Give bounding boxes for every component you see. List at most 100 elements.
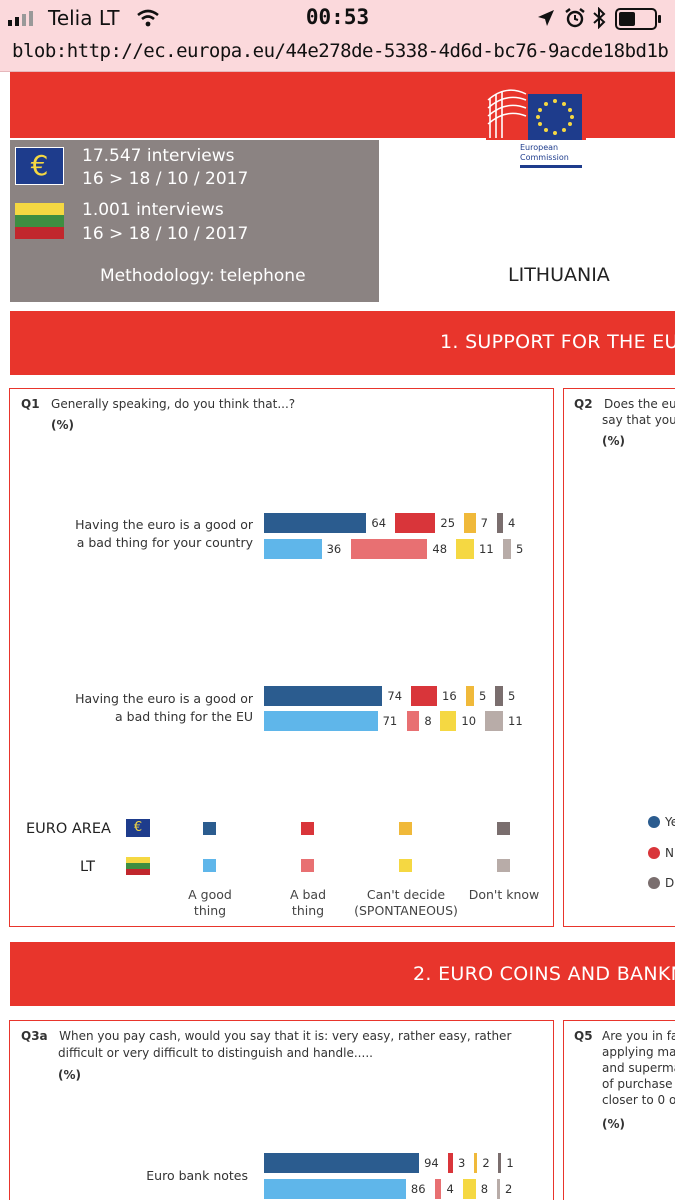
q2-number: Q2 [574,397,593,411]
q1-row2-lt-good-bar [264,711,378,731]
wifi-icon [137,9,159,27]
legend-bad-text: A bad thing [289,887,327,918]
q1-row2-label-line2: a bad thing for the EU [115,709,253,724]
q3a-ea-good-value: 94 [424,1156,439,1170]
q1-row1-lt-good-value: 36 [326,542,342,556]
q1-row2-ea-bad-bar [411,686,437,706]
q1-row1-ea-good-value: 64 [371,516,387,530]
q1-row2-ea-bad-value: 16 [442,689,457,703]
q1-row2-lt-bad-bar [406,711,420,731]
q3a-lt-bad-bar [434,1179,442,1199]
q3a-question-line2: difficult or very difficult to distingui… [58,1046,373,1060]
q3a-lt-cant-decide-bar [462,1179,476,1199]
q5-question-line1: Are you in fa [602,1029,675,1043]
q1-row1-ea-dont-know-bar [496,513,503,533]
q1-row2-label-line1: Having the euro is a good or [75,691,253,706]
q1-row1-lt-good-bar [264,539,322,559]
lithuania-flag-icon [15,203,64,239]
bluetooth-icon [593,7,606,29]
ec-logo: European Commission [486,86,586,176]
q2-question-line2: say that you [602,413,675,427]
legend-lt-flag-icon [126,857,150,875]
q2-legend-no: N [665,846,674,860]
q3a-ea-bad-value: 3 [458,1156,466,1170]
address-bar[interactable]: blob:http://ec.europa.eu/44e278de-5338-4… [0,36,675,72]
q1-row2-ea-cant-decide-bar [466,686,474,706]
q3a-ea-dont-know-value: 1 [506,1156,514,1170]
q1-row2-ea-cant-decide-value: 5 [479,689,487,703]
legend-lt-cant-swatch [399,859,412,872]
legend-ea-cant-swatch [399,822,412,835]
lt-interviews: 1.001 interviews [82,200,224,220]
q1-row2-ea-good-bar [264,686,383,706]
q5-question-line4: of purchase [602,1077,673,1091]
location-arrow-icon [538,10,554,26]
q5-question-line5: closer to 0 o [602,1093,675,1107]
q3a-lt-good-value: 86 [410,1182,426,1196]
legend-ea-dk-swatch [497,822,510,835]
q5-question-line3: and superma [602,1061,675,1075]
q1-row1-ea-bad-bar [395,513,436,533]
url-text[interactable]: blob:http://ec.europa.eu/44e278de-5338-4… [12,40,669,62]
q1-row1-lt-cant-decide-bar [456,539,474,559]
lt-dates: 16 > 18 / 10 / 2017 [82,224,249,244]
q3a-panel: Q3a When you pay cash, would you say tha… [9,1020,554,1200]
q3a-ea-cant-decide-value: 2 [482,1156,490,1170]
q1-row1-ea-cant-decide-bar [464,513,476,533]
q3a-lt-bad-value: 4 [446,1182,454,1196]
q1-unit: (%) [51,418,74,432]
q1-row1-label-line1: Having the euro is a good or [75,517,253,532]
euro-flag-icon: € [15,147,64,185]
q3a-number: Q3a [21,1029,48,1043]
q3a-lt-dont-know-value: 2 [505,1182,513,1196]
q1-row2-lt-dont-know-bar [485,711,503,731]
q2-legend-dk: D [665,876,675,890]
survey-info-box: € 17.547 interviews 16 > 18 / 10 / 2017 … [10,140,379,302]
legend-ea-bad-swatch [301,822,314,835]
status-bar: Telia LT 00:53 [0,0,675,36]
q1-row2-ea-dont-know-bar [495,686,503,706]
alarm-clock-icon [565,8,585,28]
q2-legend-yes-dot [648,816,660,828]
q1-row2-lt-good-value: 71 [382,714,398,728]
q3a-chart: 94 3 2 1 86 4 8 2 [264,1021,554,1200]
q1-row1-lt-dont-know-value: 5 [516,542,524,556]
q1-row2-ea-dont-know-value: 5 [508,689,516,703]
q3a-ea-dont-know-bar [498,1153,502,1173]
q1-row2-lt-dont-know-value: 11 [508,714,523,728]
q1-row1-lt-dont-know-bar [503,539,511,559]
legend-dk-text: Don't know [468,887,540,902]
signal-bars-icon [8,11,33,26]
clock-time: 00:53 [305,5,370,29]
q1-row1-label-line2: a bad thing for your country [76,535,253,550]
q3a-lt-good-bar [264,1179,406,1199]
carrier-name: Telia LT [48,6,120,30]
q1-row1-lt-cant-decide-value: 11 [479,542,494,556]
legend-lt-bad-swatch [301,859,314,872]
legend-ea-good-swatch [203,822,216,835]
section-2-title: 2. EURO COINS AND BANKNOTES [413,963,675,985]
ec-building-icon [486,86,586,144]
q2-legend-no-dot [648,847,660,859]
ea-dates: 16 > 18 / 10 / 2017 [82,169,249,189]
legend-euro-area-label: EURO AREA [26,821,111,837]
q1-row2-ea-good-value: 74 [387,689,403,703]
q1-question: Generally speaking, do you think that...… [51,397,296,411]
logo-text-line1: European [520,143,559,152]
q3a-question-line1: When you pay cash, would you say that it… [59,1029,512,1043]
section-2-banner: 2. EURO COINS AND BANKNOTES [10,942,675,1006]
q1-row1-ea-cant-decide-value: 7 [480,516,488,530]
q3a-ea-bad-bar [448,1153,454,1173]
section-1-banner: 1. SUPPORT FOR THE EURO [10,311,675,375]
q3a-ea-cant-decide-bar [474,1153,478,1173]
q5-number: Q5 [574,1029,593,1043]
q1-row1-lt-bad-bar [350,539,428,559]
q3a-lt-cant-decide-value: 8 [480,1182,489,1196]
q3a-unit: (%) [58,1068,81,1082]
q2-question-line1: Does the eu [604,397,675,411]
q3a-row-label: Euro bank notes [146,1168,248,1183]
q1-row1-ea-good-bar [264,513,367,533]
legend-lt-dk-swatch [497,859,510,872]
q5-panel: Q5 Are you in fa applying ma and superma… [563,1020,675,1200]
legend-lt-good-swatch [203,859,216,872]
